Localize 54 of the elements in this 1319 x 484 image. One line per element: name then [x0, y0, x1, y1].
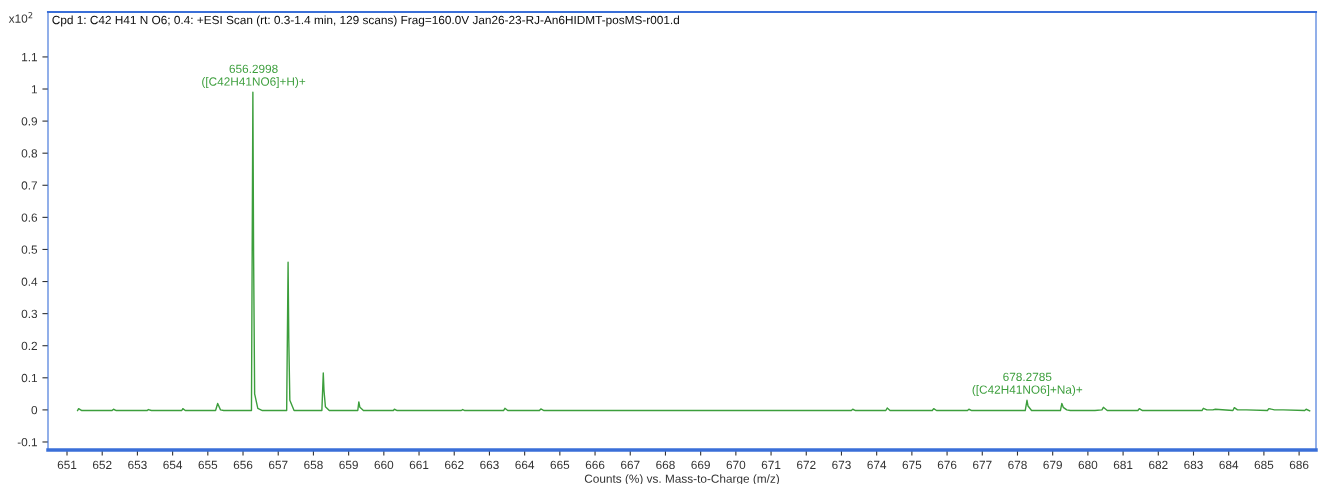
x-tick-label: 664 — [515, 460, 535, 470]
x-tick-label: 677 — [973, 460, 992, 470]
y-tick-label: 0 — [31, 405, 38, 415]
x-tick-label: 665 — [550, 460, 570, 470]
y-tick-label: 0.2 — [21, 341, 37, 351]
x-tick-label: 666 — [585, 460, 605, 470]
x-tick-label: 678 — [1008, 460, 1027, 470]
y-axis-title: x10$^{2}$ — [8, 12, 33, 23]
x-tick-label: 683 — [1184, 460, 1203, 470]
y-tick-label: 0.5 — [21, 245, 38, 254]
x-tick-label: 685 — [1254, 460, 1274, 470]
y-tick-label: 0.4 — [21, 277, 38, 286]
x-tick-label: 657 — [268, 460, 288, 470]
x-tick-label: 653 — [128, 460, 147, 470]
x-tick-label: 670 — [726, 460, 746, 470]
annotation: 656.2998 ([C42H41NO6]+H)+ — [202, 64, 306, 89]
x-tick-label: 668 — [656, 460, 675, 470]
y-tick-label: 0.1 — [21, 373, 38, 383]
x-tick-label: 662 — [444, 460, 464, 470]
x-tick-label: 681 — [1113, 460, 1133, 470]
y-tick-label: 0.7 — [21, 181, 37, 190]
y-tick-label: 1 — [31, 85, 38, 94]
x-tick-label: 676 — [937, 460, 957, 470]
x-tick-label: 654 — [163, 460, 183, 470]
x-tick-label: 667 — [621, 460, 640, 470]
x-tick-label: 684 — [1219, 460, 1239, 470]
x-tick-label: 671 — [761, 460, 781, 470]
chart-title: Cpd 1: C42 H41 N O6; 0.4: +ESI Scan (rt: 0.3-1.4 min, 129 scans) Frag=160.0V Jan26-23-RJ-An6HIDMT-posMS-r001.d — [52, 15, 679, 27]
x-tick-label: 652 — [92, 460, 112, 470]
y-tick-label: 0.6 — [21, 213, 38, 222]
x-tick-label: 674 — [867, 460, 887, 470]
y-tick-label: 0.3 — [21, 309, 38, 319]
x-tick-label: 686 — [1289, 460, 1309, 470]
x-tick-label: 661 — [409, 460, 429, 470]
x-tick-label: 675 — [902, 460, 922, 470]
line-series — [76, 91, 1311, 412]
y-tick-label: 1.1 — [22, 53, 38, 62]
x-tick-label: 655 — [198, 460, 218, 470]
x-tick-label: 663 — [480, 460, 499, 470]
x-tick-label: 651 — [57, 460, 77, 470]
x-tick-label: 672 — [797, 460, 816, 470]
y-tick-label: -0.1 — [17, 438, 38, 447]
x-tick-label: 673 — [832, 460, 851, 470]
x-tick-label: 660 — [374, 460, 394, 470]
x-tick-label: 682 — [1149, 460, 1168, 470]
y-tick-label: 0.9 — [21, 117, 38, 126]
y-tick-label: 0.8 — [21, 149, 38, 158]
annotation: 678.2785 ([C42H41NO6]+Na)+ — [972, 372, 1083, 397]
x-tick-label: 659 — [339, 460, 358, 470]
x-tick-label: 679 — [1043, 460, 1062, 470]
x-tick-label: 680 — [1078, 460, 1098, 470]
x-tick-label: 658 — [304, 460, 323, 470]
x-tick-label: 669 — [691, 460, 710, 470]
x-tick-label: 656 — [233, 460, 253, 470]
